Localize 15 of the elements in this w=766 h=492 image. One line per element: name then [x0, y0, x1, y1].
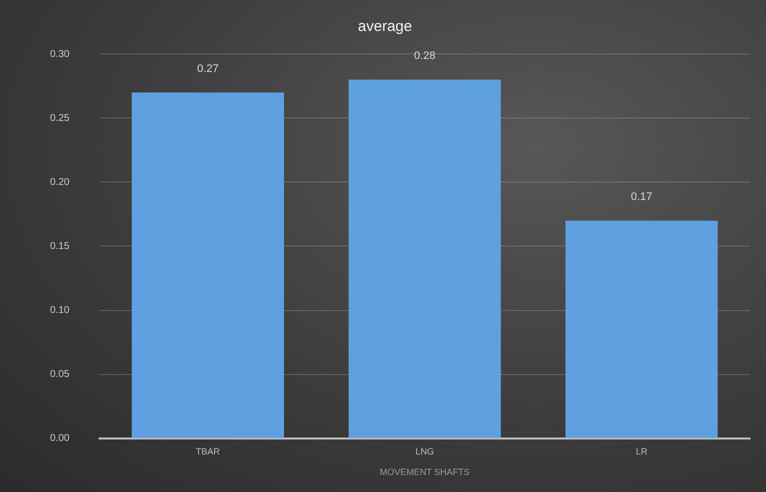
- x-axis-title: MOVEMENT SHAFTS: [380, 467, 470, 478]
- x-tick-label: LNG: [415, 446, 434, 456]
- x-tick-label: TBAR: [196, 446, 220, 456]
- y-tick-label: 0.10: [50, 305, 70, 316]
- chart-title: average: [358, 18, 412, 36]
- data-label: 0.28: [414, 50, 436, 62]
- y-tick-label: 0.05: [50, 369, 70, 380]
- data-label: 0.17: [630, 191, 652, 204]
- x-tick-label: LR: [636, 446, 648, 456]
- y-tick-label: 0.30: [50, 48, 70, 60]
- data-label: 0.27: [197, 62, 219, 75]
- y-tick-label: 0.20: [50, 176, 70, 188]
- y-tick-label: 0.00: [50, 433, 70, 444]
- y-tick-label: 0.25: [50, 112, 70, 124]
- y-tick-label: 0.15: [50, 240, 70, 252]
